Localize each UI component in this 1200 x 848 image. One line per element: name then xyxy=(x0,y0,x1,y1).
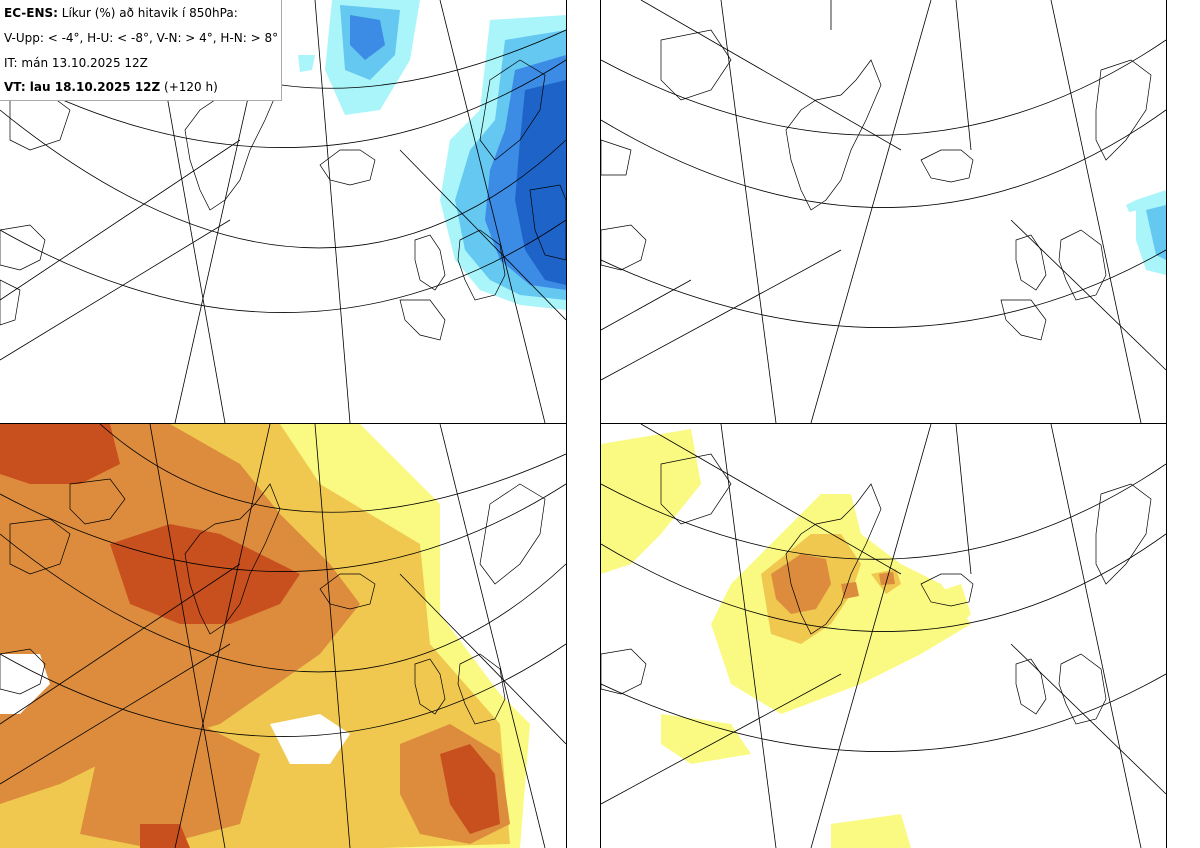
valid-time-line: VT: lau 18.10.2025 12Z (+120 h) xyxy=(4,80,218,94)
probability-field xyxy=(1126,200,1139,212)
probability-field xyxy=(831,814,911,848)
probability-field xyxy=(771,554,831,614)
map-panel-warm-plus8: 1009565355 xyxy=(600,424,1167,848)
map-canvas xyxy=(0,0,566,423)
map-panel-warm-plus4: 1009565355 xyxy=(0,424,567,848)
probability-field xyxy=(515,80,566,285)
product-title: Líkur (%) að hitavik í 850hPa: xyxy=(57,6,238,20)
probability-field xyxy=(298,55,315,72)
valid-time: VT: lau 18.10.2025 12Z xyxy=(4,80,161,94)
product-name: EC-ENS: xyxy=(4,6,58,20)
probability-field xyxy=(350,15,385,60)
probability-field xyxy=(440,744,500,834)
probability-field xyxy=(270,714,350,764)
probability-field xyxy=(110,524,300,624)
probability-field xyxy=(140,824,190,848)
header-title-line: EC-ENS: Líkur (%) að hitavik í 850hPa: xyxy=(4,6,238,20)
map-canvas xyxy=(601,0,1166,423)
header-info-box: EC-ENS: Líkur (%) að hitavik í 850hPa: V… xyxy=(0,0,282,101)
map-canvas xyxy=(601,424,1166,848)
probability-field xyxy=(661,714,751,764)
probability-field xyxy=(1146,205,1166,260)
probability-field xyxy=(841,582,859,599)
probability-field xyxy=(601,429,701,574)
init-time: IT: mán 13.10.2025 12Z xyxy=(4,56,148,70)
probability-field xyxy=(80,724,260,848)
map-panel-cold-minus8: 1009565355 xyxy=(600,0,1167,424)
probability-field xyxy=(0,424,120,484)
map-canvas xyxy=(0,424,566,848)
lead-time: (+120 h) xyxy=(160,80,218,94)
map-panel-cold-minus4: EC-ENS: Líkur (%) að hitavik í 850hPa: V… xyxy=(0,0,567,424)
threshold-legend: V-Upp: < -4°, H-U: < -8°, V-N: > 4°, H-N… xyxy=(4,31,279,45)
probability-field xyxy=(931,584,971,634)
probability-field xyxy=(0,654,50,714)
